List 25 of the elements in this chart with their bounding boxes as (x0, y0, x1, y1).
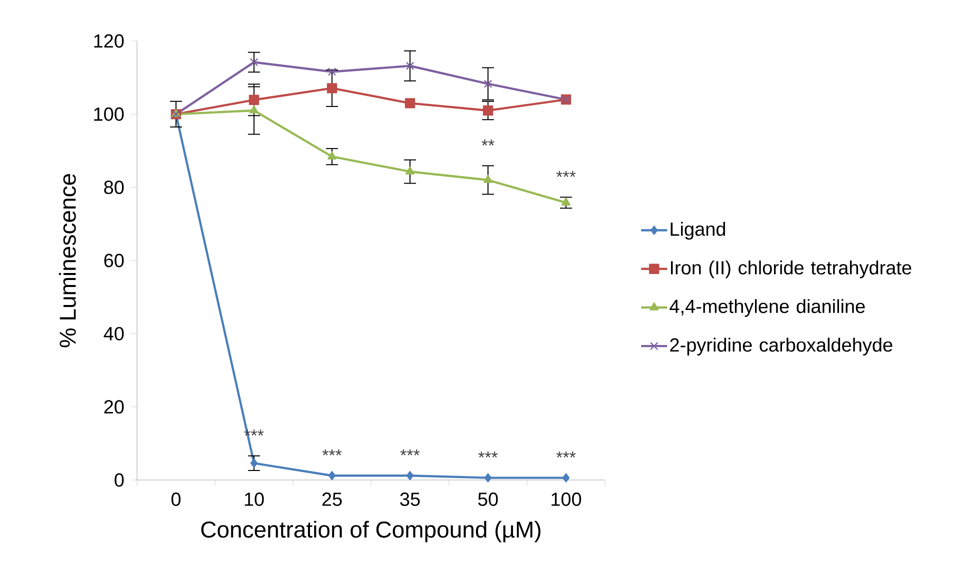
y-tick-label: 20 (104, 400, 124, 414)
y-tick-label: 80 (104, 180, 124, 194)
data-label: *** (556, 452, 576, 458)
data-label: ** (482, 140, 494, 146)
legend-label: 2-pyridine carboxaldehyde (670, 338, 892, 356)
y-axis-title: % Luminescence (59, 174, 76, 348)
x-axis-title: Concentration of Compound (µM) (201, 520, 540, 542)
data-label: *** (322, 449, 342, 456)
y-tick-label: 60 (104, 254, 124, 268)
legend-label: 4,4-methylene dianiline (670, 299, 865, 317)
x-tick-label: 0 (171, 492, 181, 506)
y-tick-label: 100 (94, 107, 124, 121)
data-label: *** (556, 170, 576, 177)
x-tick-label: 50 (478, 492, 498, 506)
legend-label: Iron (II) chloride tetrahydrate (670, 260, 912, 278)
data-label: *** (400, 449, 420, 456)
y-tick-label: 120 (94, 34, 124, 48)
data-label: *** (478, 452, 498, 458)
legend-label: Ligand (670, 222, 726, 240)
x-tick-label: 100 (552, 492, 582, 506)
y-tick-label: 0 (114, 473, 124, 487)
x-tick-label: 10 (244, 492, 264, 506)
x-tick-label: 25 (322, 492, 342, 506)
x-tick-label: 35 (400, 492, 420, 506)
y-tick-label: 40 (104, 326, 124, 340)
